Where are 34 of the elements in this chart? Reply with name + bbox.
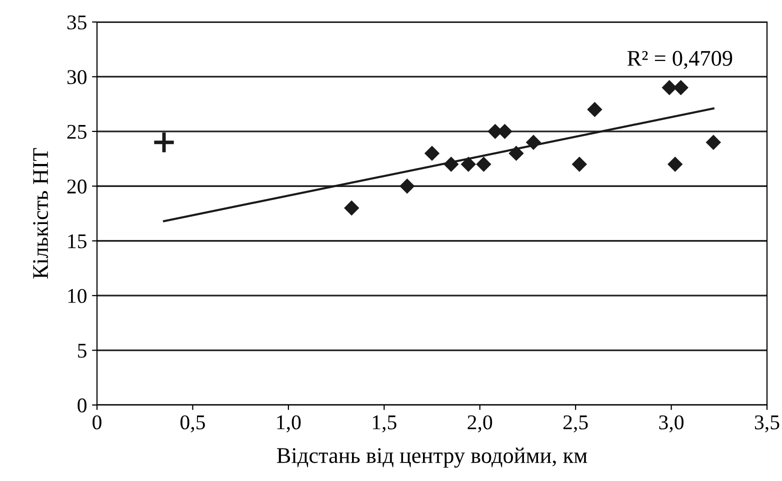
point (476, 156, 492, 172)
y-tick-label: 10 (68, 288, 86, 304)
point (400, 178, 415, 194)
point (662, 80, 677, 96)
x-tick-label: 3,5 (754, 415, 780, 432)
point (344, 200, 360, 216)
x-tick-label: 2,5 (563, 415, 588, 432)
x-tick-label: 2,0 (468, 415, 492, 432)
annotation: R² = 0,4709 (627, 50, 732, 70)
point (706, 134, 722, 150)
point (526, 134, 542, 150)
x-tick-label: 1,5 (372, 415, 396, 432)
point (668, 156, 683, 172)
y-tick-label: 5 (78, 344, 86, 358)
point (673, 80, 688, 96)
y-axis-title: Кількість НІТ (33, 148, 48, 279)
y-tick-label: 25 (67, 124, 86, 139)
y-tick-label: 35 (67, 15, 86, 30)
point (587, 102, 602, 118)
x-tick-label: 3,0 (659, 415, 684, 432)
point (572, 156, 588, 172)
x-tick-label: 1,0 (277, 415, 301, 432)
point (424, 146, 440, 161)
x-tick-label: 0,5 (180, 415, 205, 432)
y-tick-label: 20 (67, 180, 86, 194)
point (444, 156, 459, 172)
point (460, 156, 476, 172)
point (152, 130, 176, 154)
point (508, 146, 524, 161)
y-tick-label: 15 (68, 234, 86, 248)
y-tick-label: 0 (78, 398, 86, 412)
x-axis-title: Відстань від центру водойми, км (276, 448, 588, 468)
y-tick-label: 30 (67, 70, 86, 84)
x-tick-label: 0 (92, 415, 102, 430)
